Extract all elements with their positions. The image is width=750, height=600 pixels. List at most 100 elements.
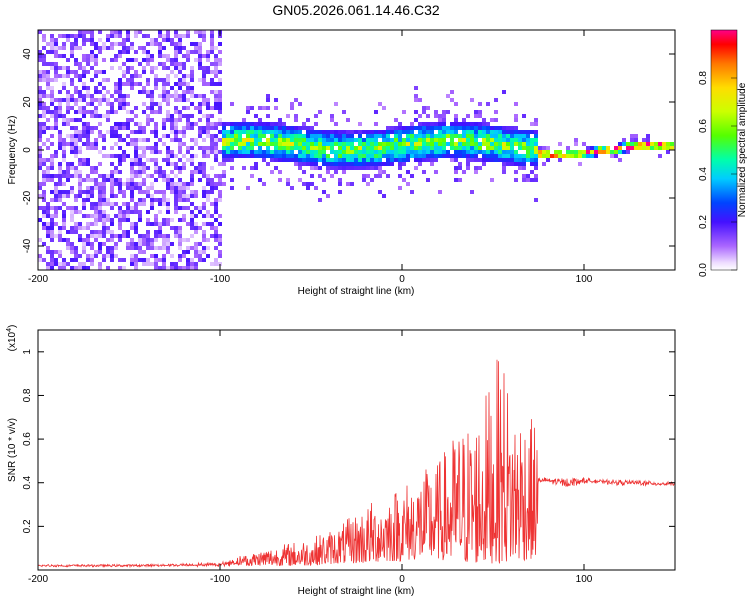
spectrogram-cell <box>90 254 94 258</box>
spectrogram-cell <box>482 118 486 122</box>
spectrogram-cell <box>70 118 74 122</box>
colorbar-ticks: 0.00.20.40.60.8 <box>698 71 737 277</box>
spectrogram-cell <box>186 34 190 38</box>
spectrogram-cell <box>150 54 154 58</box>
spectrogram-cell <box>182 78 186 82</box>
spectrogram-cell <box>530 138 534 142</box>
spectrogram-cell <box>298 154 302 158</box>
spectrogram-cell <box>126 246 130 250</box>
spectrogram-cell <box>162 38 166 42</box>
spectrogram-cell <box>50 266 54 270</box>
spectrogram-cell <box>258 130 262 134</box>
spectrogram-cell <box>138 126 142 130</box>
spectrogram-cell <box>58 238 62 242</box>
spectrogram-cell <box>162 262 166 266</box>
spectrogram-cell <box>502 134 506 138</box>
spectrogram-cell <box>470 158 474 162</box>
spectrogram-cell <box>170 190 174 194</box>
spectrogram-cell <box>74 226 78 230</box>
spectrogram-cell <box>94 214 98 218</box>
spectrogram-cell <box>546 146 550 150</box>
spectrogram-cell <box>90 58 94 62</box>
spectrogram-cell <box>106 218 110 222</box>
spectrogram-cell <box>450 98 454 102</box>
spectrogram-cell <box>278 118 282 122</box>
spectrogram-cell <box>298 130 302 134</box>
spectrogram-cell <box>54 42 58 46</box>
spectrogram-cell <box>342 166 346 170</box>
spectrogram-cell <box>98 198 102 202</box>
spectrogram-cell <box>146 90 150 94</box>
spectrogram-cell <box>210 90 214 94</box>
spectrogram-cell <box>342 150 346 154</box>
spectrogram-cell <box>174 174 178 178</box>
spectrogram-cell <box>422 138 426 142</box>
spectrogram-cell <box>474 146 478 150</box>
spectrogram-cell <box>66 102 70 106</box>
spectrogram-cell <box>494 138 498 142</box>
spectrogram-cell <box>318 174 322 178</box>
spectrogram-cell <box>326 134 330 138</box>
spectrogram-cell <box>38 102 42 106</box>
spectrogram-cell <box>270 154 274 158</box>
spectrogram-cell <box>46 166 50 170</box>
spectrogram-cell <box>86 222 90 226</box>
spectrogram-cell <box>74 86 78 90</box>
spectrogram-cell <box>334 150 338 154</box>
spectrogram-cell <box>130 262 134 266</box>
spectrogram-cell <box>366 142 370 146</box>
spectrogram-cell <box>82 178 86 182</box>
spectrogram-cell <box>62 170 66 174</box>
spectrogram-cell <box>74 258 78 262</box>
spectrogram-cell <box>82 82 86 86</box>
spectrogram-cell <box>162 202 166 206</box>
spectrogram-cell <box>330 138 334 142</box>
spectrogram-cell <box>370 150 374 154</box>
spectrogram-cell <box>214 158 218 162</box>
spectrogram-cell <box>74 70 78 74</box>
spectrogram-cell <box>518 166 522 170</box>
spectrogram-cell <box>146 118 150 122</box>
spectrogram-cell <box>178 166 182 170</box>
spectrogram-cell <box>166 222 170 226</box>
spectrogram-cell <box>394 154 398 158</box>
spectrogram-cell <box>190 42 194 46</box>
spectrogram-cell <box>466 134 470 138</box>
spectrogram-cell <box>334 134 338 138</box>
spectrogram-cell <box>498 126 502 130</box>
spectrogram-cell <box>174 162 178 166</box>
spectrogram-cell <box>138 214 142 218</box>
spectrogram-cell <box>130 182 134 186</box>
spectrogram-cell <box>42 258 46 262</box>
spectrogram-cell <box>566 146 570 150</box>
spectrogram-cell <box>90 38 94 42</box>
spectrogram-cell <box>122 194 126 198</box>
spectrogram-cell <box>346 162 350 166</box>
spectrogram-cell <box>82 126 86 130</box>
spectrogram-cell <box>266 150 270 154</box>
spectrogram-cell <box>98 130 102 134</box>
spectrogram-cell <box>510 138 514 142</box>
spectrogram-cell <box>302 142 306 146</box>
spectrogram-cell <box>46 86 50 90</box>
spectrogram-cell <box>70 82 74 86</box>
spectrogram-cell <box>150 182 154 186</box>
spectrogram-cell <box>382 130 386 134</box>
spectrogram-cell <box>166 78 170 82</box>
spectrogram-cell <box>150 110 154 114</box>
spectrogram-cell <box>226 158 230 162</box>
spectrogram-cell <box>262 154 266 158</box>
spectrogram-cell <box>202 94 206 98</box>
spectrogram-cell <box>198 126 202 130</box>
spectrogram-cell <box>190 66 194 70</box>
spectrogram-cell <box>46 262 50 266</box>
spectrogram-cell <box>202 66 206 70</box>
spectrogram-cell <box>290 126 294 130</box>
spectrogram-cell <box>426 154 430 158</box>
spectrogram-cell <box>178 150 182 154</box>
spectrogram-cell <box>242 126 246 130</box>
spectrogram-cell <box>614 146 618 150</box>
spectrogram-cell <box>102 242 106 246</box>
spectrogram-cell <box>314 186 318 190</box>
spectrogram-cell <box>530 146 534 150</box>
